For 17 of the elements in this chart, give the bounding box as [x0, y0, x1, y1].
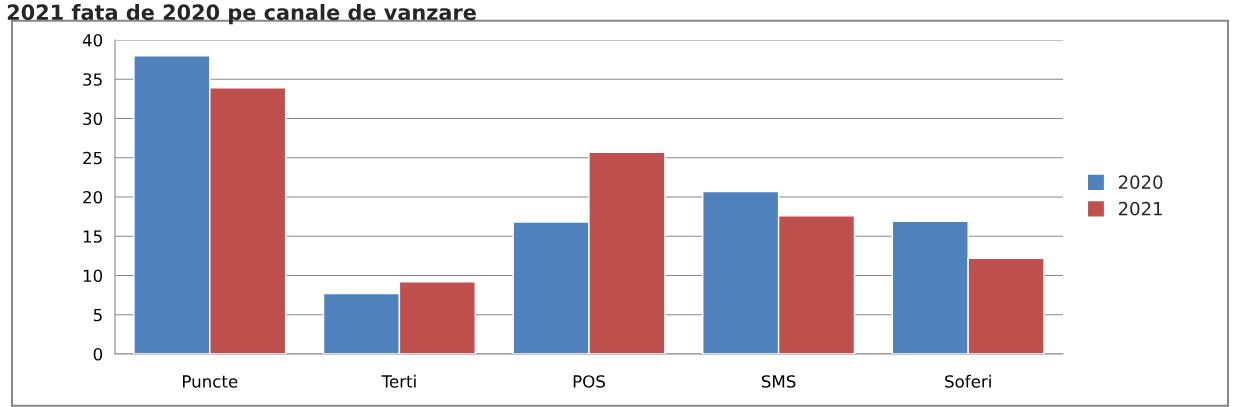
x-tick-label: SMS — [761, 375, 796, 388]
legend-label: 2021 — [1118, 201, 1162, 216]
x-tick-label: Puncte — [183, 375, 238, 388]
x-tick-label: Soferi — [945, 374, 991, 388]
y-tick-label: 40 — [82, 33, 103, 47]
x-tick-label: POS — [573, 375, 605, 388]
x-tick-label: Terti — [381, 374, 416, 388]
y-tick-label: 5 — [93, 308, 102, 322]
y-tick-label: 30 — [83, 112, 103, 126]
legend-label: 2020 — [1118, 175, 1163, 189]
y-tick-label: 10 — [83, 269, 103, 283]
y-tick-label: 20 — [83, 190, 103, 204]
chart-title: 2021 fata de 2020 pe canale de vanzare — [7, 4, 476, 25]
y-tick-label: 0 — [93, 347, 103, 361]
y-tick-label: 25 — [83, 151, 102, 165]
y-tick-label: 35 — [83, 73, 102, 86]
y-tick-label: 15 — [83, 230, 102, 243]
